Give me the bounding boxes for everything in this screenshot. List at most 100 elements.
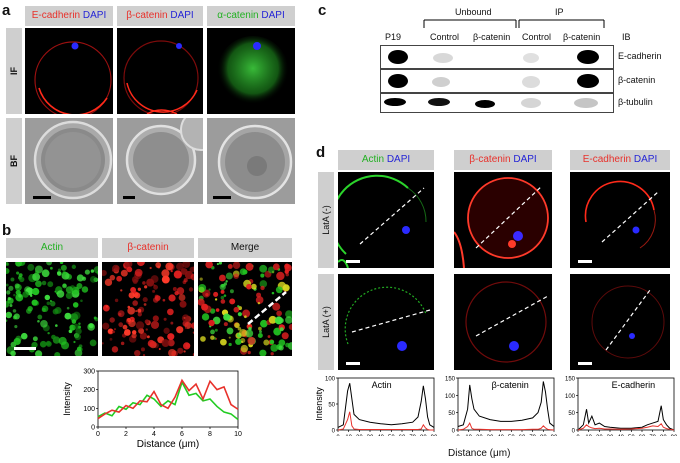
speckle (8, 285, 14, 291)
y-tick-label: 100 (565, 394, 576, 400)
a-header-ecad: E-cadherin DAPI (25, 6, 113, 26)
speckle (117, 310, 125, 318)
speckle (285, 316, 292, 324)
speckle (285, 310, 292, 319)
speckle (223, 322, 228, 327)
speckle (140, 347, 145, 352)
c-blot-label-ecadherin: E-cadherin (618, 51, 662, 61)
y-tick-label: 150 (445, 377, 456, 383)
speckle (188, 287, 194, 292)
x-tick-label: 30 (487, 435, 494, 436)
speckle (276, 271, 285, 281)
speckle (135, 321, 145, 330)
plot-title: Actin (372, 380, 392, 390)
speckle (208, 319, 215, 327)
a-row-label-if: IF (6, 28, 22, 114)
speckle (122, 324, 128, 330)
speckle (167, 308, 174, 316)
speckle (6, 262, 10, 266)
speckle (139, 332, 148, 340)
speckle (240, 344, 249, 353)
panel-label-b: b (2, 222, 12, 239)
speckle (124, 262, 133, 268)
speckle (270, 344, 279, 352)
speckle (12, 309, 17, 313)
speckle (131, 276, 139, 283)
speckle (142, 354, 146, 356)
speckle (15, 262, 22, 267)
speckle (120, 269, 128, 277)
speckle (31, 299, 38, 306)
speckle (65, 292, 73, 299)
speckle (136, 262, 145, 267)
speckle (237, 312, 242, 317)
speckle (40, 320, 48, 328)
x-tick-label: 2 (124, 431, 128, 438)
x-tick-label: 60 (519, 435, 526, 436)
speckle (251, 283, 257, 290)
series-line-1 (457, 421, 555, 431)
speckle (102, 269, 107, 277)
d-lata-plus-actin-image (338, 274, 434, 370)
speckle (46, 301, 51, 306)
a-if-bcatenin-image (117, 28, 203, 114)
speckle (64, 312, 72, 320)
x-tick-label: 70 (529, 435, 536, 436)
speckle (259, 330, 262, 334)
a-header-dapi: DAPI (170, 10, 194, 21)
speckle (158, 348, 161, 351)
panel-label-c: c (318, 2, 327, 19)
speckle (84, 269, 90, 275)
speckle (19, 276, 25, 283)
b-header-bcatenin: β-catenin (102, 238, 194, 258)
speckle (116, 275, 123, 282)
speckle (161, 269, 170, 278)
x-tick-label: 0 (456, 435, 460, 436)
speckle (278, 339, 286, 347)
speckle (74, 333, 81, 341)
d-row-label-lata-plus: LatA (+) (318, 274, 334, 370)
x-tick-label: 40 (497, 435, 504, 436)
speckle (31, 341, 38, 349)
c-group-brackets (423, 19, 605, 28)
speckle (56, 290, 65, 298)
speckle (226, 327, 234, 335)
speckle (279, 327, 284, 332)
speckle (41, 307, 46, 312)
speckle (113, 328, 117, 331)
c-lane-unbound-bcatenin: β-catenin (473, 32, 511, 42)
speckle (183, 350, 186, 353)
speckle (104, 278, 113, 287)
speckle (263, 339, 270, 346)
speckle (120, 341, 125, 346)
speckle (285, 272, 290, 277)
speckle (205, 262, 213, 269)
speckle (276, 310, 282, 317)
speckle (179, 300, 187, 308)
y-tick-label: 0 (332, 429, 336, 435)
speckle (22, 291, 29, 298)
speckle (174, 291, 179, 296)
x-tick-label: 70 (649, 435, 656, 436)
speckle (218, 274, 226, 282)
speckle (6, 301, 10, 308)
scale-bar (123, 196, 135, 199)
speckle (269, 339, 275, 345)
speckle (123, 329, 131, 336)
x-tick-label: 80 (660, 435, 667, 436)
speckle (212, 316, 221, 325)
speckle (232, 262, 241, 269)
speckle (41, 269, 50, 278)
speckle (54, 307, 62, 314)
speckle (220, 295, 225, 300)
a-header-stain: α-catenin (217, 10, 259, 21)
a-if-acatenin-image (207, 28, 295, 114)
speckle (89, 275, 97, 283)
speckle (66, 306, 70, 310)
speckle (288, 323, 292, 330)
speckle (234, 322, 240, 329)
speckle (120, 289, 123, 292)
x-tick-label: 8 (208, 431, 212, 438)
a-header-bcat: β-catenin DAPI (117, 6, 203, 26)
plot-title: β-catenin (492, 380, 529, 390)
